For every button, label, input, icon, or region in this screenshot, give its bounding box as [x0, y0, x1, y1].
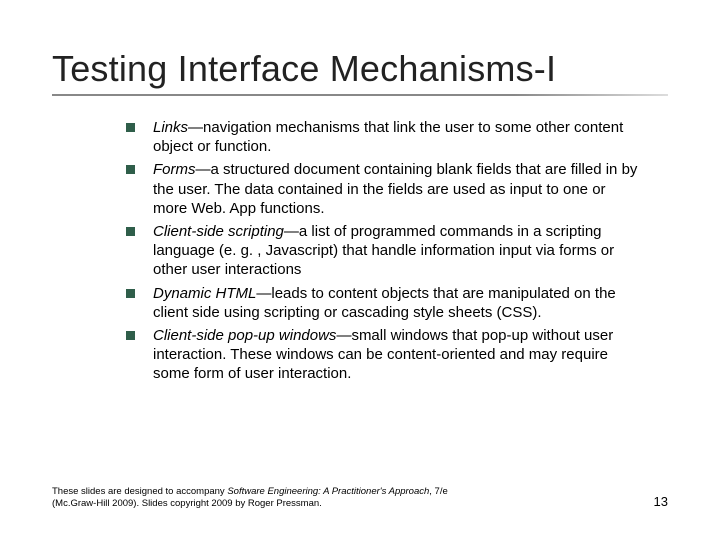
list-item-desc: —a structured document containing blank … [153, 161, 637, 216]
title-rule [52, 94, 668, 96]
list-item-term: Client-side scripting [153, 223, 284, 240]
list-item-text: Links—navigation mechanisms that link th… [153, 118, 642, 156]
list-item-term: Client-side pop-up windows [153, 327, 336, 344]
square-bullet-icon [126, 165, 135, 174]
page-title: Testing Interface Mechanisms-I [52, 48, 668, 90]
footer: These slides are designed to accompany S… [52, 486, 668, 510]
list-item-text: Client-side scripting—a list of programm… [153, 222, 642, 280]
list-item-text: Forms—a structured document containing b… [153, 160, 642, 218]
footer-line2: (Mc.Graw-Hill 2009). Slides copyright 20… [52, 498, 322, 509]
list-item: Client-side scripting—a list of programm… [126, 222, 642, 280]
footer-line1-pre: These slides are designed to accompany [52, 486, 227, 497]
list-item-text: Client-side pop-up windows—small windows… [153, 326, 642, 384]
list-item-term: Forms [153, 161, 196, 178]
list-item: Client-side pop-up windows—small windows… [126, 326, 642, 384]
square-bullet-icon [126, 331, 135, 340]
square-bullet-icon [126, 227, 135, 236]
list-item: Links—navigation mechanisms that link th… [126, 118, 642, 156]
list-item-text: Dynamic HTML—leads to content objects th… [153, 284, 642, 322]
list-item: Dynamic HTML—leads to content objects th… [126, 284, 642, 322]
footer-line1-post: , 7/e [429, 486, 448, 497]
list-item-term: Links [153, 119, 188, 136]
square-bullet-icon [126, 123, 135, 132]
square-bullet-icon [126, 289, 135, 298]
list-item-desc: —navigation mechanisms that link the use… [153, 119, 623, 155]
list-item-term: Dynamic HTML [153, 285, 256, 302]
bullet-list: Links—navigation mechanisms that link th… [126, 118, 642, 383]
list-item: Forms—a structured document containing b… [126, 160, 642, 218]
page-number: 13 [654, 494, 668, 510]
footer-text: These slides are designed to accompany S… [52, 486, 448, 510]
footer-book-title: Software Engineering: A Practitioner's A… [227, 486, 429, 497]
slide: Testing Interface Mechanisms-I Links—nav… [0, 0, 720, 540]
